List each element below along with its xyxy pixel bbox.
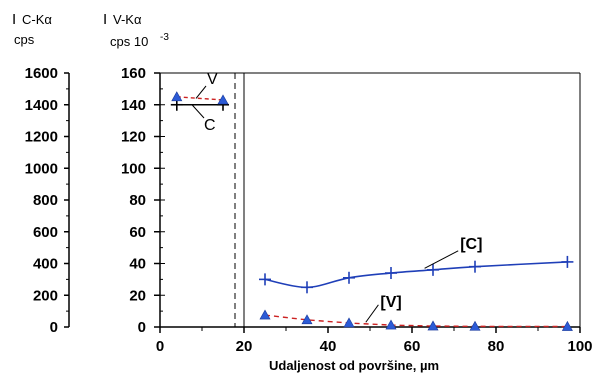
x-tick-label: 40 — [320, 338, 337, 355]
annotation-c-leader — [191, 104, 205, 119]
series-v-point — [259, 309, 271, 320]
annotation-v-series-label: [V] — [380, 294, 401, 311]
series-v-point — [561, 320, 573, 331]
left-tick-label: 1600 — [25, 65, 58, 82]
series-v-point — [343, 317, 355, 328]
left-axis-title: I C-Kα cps — [12, 11, 52, 47]
right-axis-unit: cps 10 — [110, 34, 148, 49]
x-tick-label: 80 — [488, 338, 505, 355]
right-axis-title-main: I — [103, 11, 107, 28]
x-tick-label: 60 — [404, 338, 421, 355]
right-tick-label: 160 — [121, 65, 146, 82]
right-axis-unit-exp: -3 — [160, 32, 169, 43]
x-tick-label: 20 — [236, 338, 253, 355]
series-v-point — [469, 320, 481, 331]
x-tick-label: 0 — [156, 338, 164, 355]
x-ticks: 0 20 40 60 80 100 — [156, 327, 593, 355]
left-tick-label: 200 — [33, 287, 58, 304]
right-tick-label: 140 — [121, 97, 146, 114]
annotation-v-series-leader — [365, 304, 379, 323]
annotation-v-label: V — [207, 71, 218, 88]
surface-v-line — [176, 96, 224, 101]
left-axis-title-sub: C-Kα — [22, 12, 52, 27]
right-tick-label: 20 — [129, 287, 146, 304]
annotation-c-series-leader — [424, 250, 459, 269]
annotation-c-label: C — [204, 117, 216, 134]
series-v-point — [385, 319, 397, 330]
left-tick-label: 0 — [50, 319, 58, 336]
series-v-point — [427, 320, 439, 331]
right-tick-label: 60 — [129, 224, 146, 241]
left-axis-title-main: I — [12, 11, 16, 28]
left-tick-label: 1200 — [25, 129, 58, 146]
right-axis-title-sub: V-Kα — [113, 12, 142, 27]
series-c-line — [264, 261, 568, 289]
x-axis-label: Udaljenost od površine, µm — [269, 358, 439, 373]
right-tick-label: 120 — [121, 129, 146, 146]
right-ticks: 0 20 40 60 80 100 120 140 160 — [121, 65, 165, 336]
right-tick-label: 80 — [129, 192, 146, 209]
series-v-point — [301, 314, 313, 325]
annotation-c-series-label: [C] — [460, 236, 482, 253]
series-layer: V C [C] [V] — [170, 71, 574, 331]
left-tick-label: 400 — [33, 256, 58, 273]
annotation-v-leader — [195, 85, 207, 99]
left-tick-label: 1000 — [25, 160, 58, 177]
left-ticks: 0 200 400 600 800 1000 1200 1400 1600 — [25, 65, 69, 336]
right-axis-title: I V-Kα cps 10 -3 — [103, 11, 169, 49]
left-tick-label: 800 — [33, 192, 58, 209]
right-tick-label: 40 — [129, 256, 146, 273]
surface-v-point — [217, 94, 229, 105]
surface-v-point — [171, 91, 183, 102]
right-tick-label: 100 — [121, 160, 146, 177]
x-tick-label: 100 — [567, 338, 592, 355]
right-tick-label: 0 — [138, 319, 146, 336]
left-tick-label: 1400 — [25, 97, 58, 114]
left-tick-label: 600 — [33, 224, 58, 241]
left-axis-unit: cps — [14, 32, 35, 47]
